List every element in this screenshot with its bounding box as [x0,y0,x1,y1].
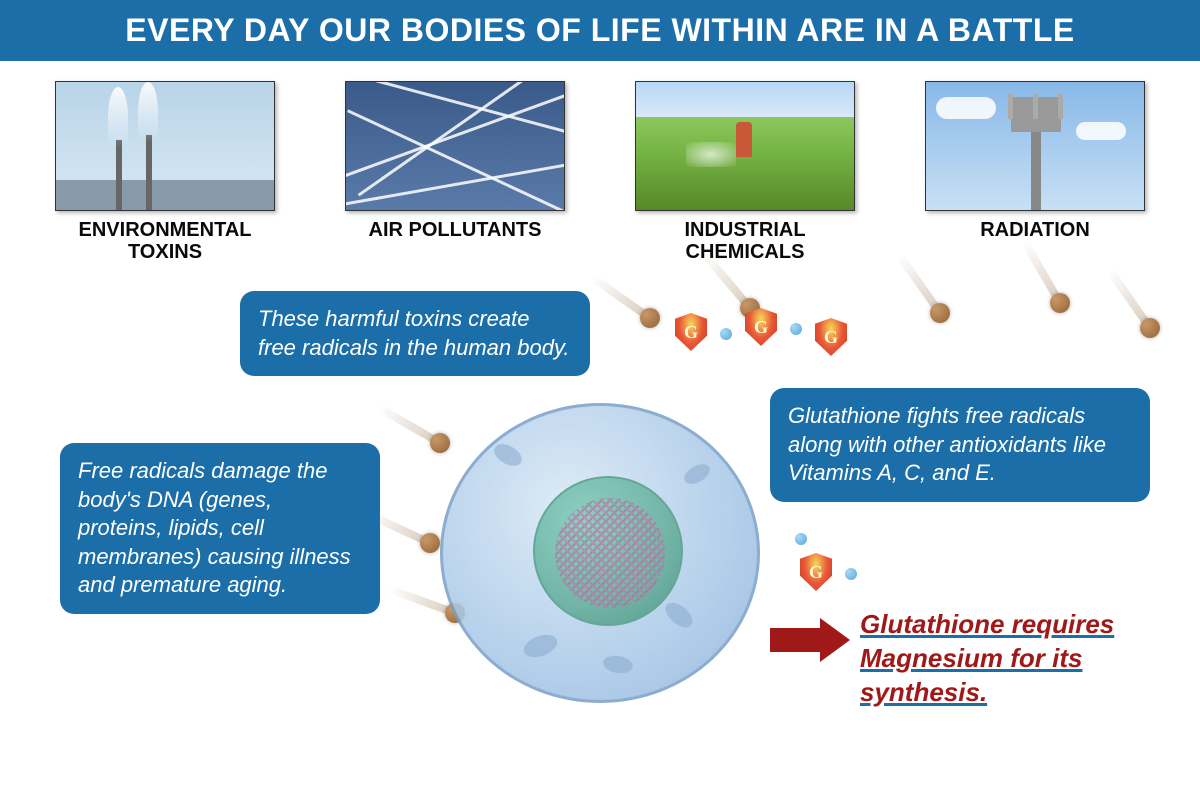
category-environmental-toxins: ENVIRONMENTAL TOXINS [45,81,285,263]
category-label: INDUSTRIAL CHEMICALS [625,219,865,263]
callout-glutathione: Glutathione fights free radicals along w… [770,388,1150,502]
categories-row: ENVIRONMENTAL TOXINS AIR POLLUTANTS INDU… [0,61,1200,273]
category-industrial-chemicals: INDUSTRIAL CHEMICALS [625,81,865,263]
particle-icon [790,323,802,335]
particle-icon [795,533,807,545]
particle-icon [845,568,857,580]
callout-text: Free radicals damage the body's DNA (gen… [78,458,351,597]
category-air-pollutants: AIR POLLUTANTS [335,81,575,263]
particle-icon [720,328,732,340]
cell-illustration [440,403,780,723]
callout-damage: Free radicals damage the body's DNA (gen… [60,443,380,614]
glutathione-shield-icon: G [800,553,832,591]
key-statement-text: Glutathione requires Magnesium for its s… [860,609,1114,707]
diagram-area: G G G G These harmful toxins create free… [0,273,1200,793]
organelle-icon [521,631,561,662]
category-radiation: RADIATION [915,81,1155,263]
organelle-icon [661,598,697,632]
key-statement: Glutathione requires Magnesium for its s… [860,608,1170,709]
header-title: EVERY DAY OUR BODIES OF LIFE WITHIN ARE … [125,12,1074,48]
free-radical-icon [1080,288,1160,368]
glutathione-shield-icon: G [815,318,847,356]
callout-text: Glutathione fights free radicals along w… [788,403,1106,485]
free-radical-icon [370,403,450,483]
category-image-contrails [345,81,565,211]
organelle-icon [491,440,526,471]
callout-text: These harmful toxins create free radical… [258,306,569,360]
organelle-icon [681,460,713,488]
category-label: AIR POLLUTANTS [369,219,542,241]
category-label: RADIATION [980,219,1090,241]
category-image-smokestacks [55,81,275,211]
cell-nucleus [533,476,683,626]
free-radical-icon [990,263,1070,343]
category-label: ENVIRONMENTAL TOXINS [45,219,285,263]
glutathione-shield-icon: G [745,308,777,346]
organelle-icon [602,654,634,676]
header-banner: EVERY DAY OUR BODIES OF LIFE WITHIN ARE … [0,0,1200,61]
dna-icon [555,498,665,608]
callout-toxins: These harmful toxins create free radical… [240,291,590,376]
cell-membrane [440,403,760,703]
category-image-pesticide [635,81,855,211]
free-radical-icon [870,273,950,353]
glutathione-shield-icon: G [675,313,707,351]
free-radical-icon [580,278,660,358]
category-image-celltower [925,81,1145,211]
